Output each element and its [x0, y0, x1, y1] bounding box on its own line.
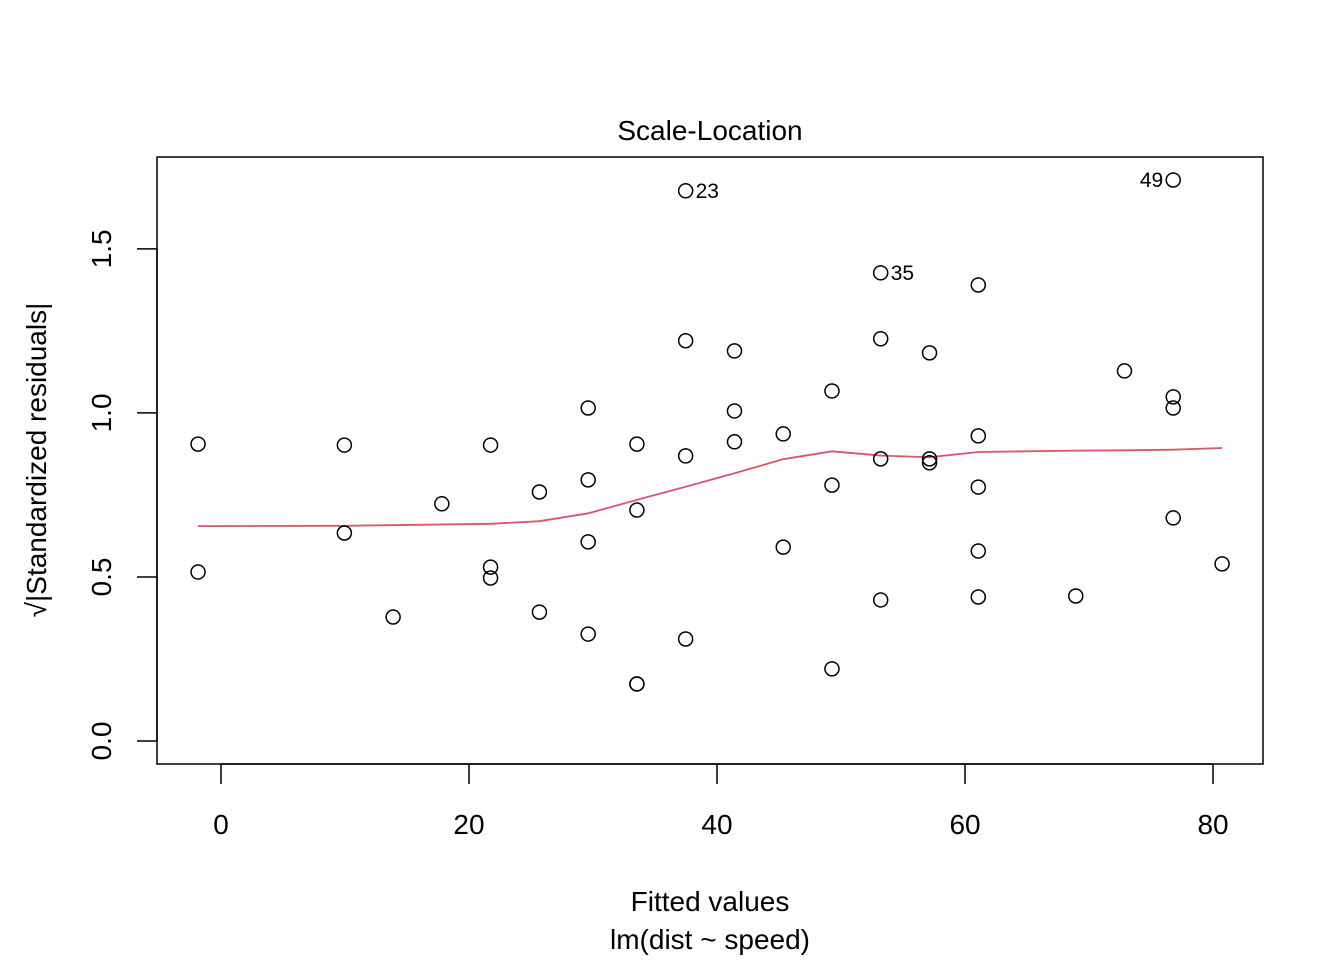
point-label: 35	[891, 262, 914, 285]
y-tick-label: 1.0	[86, 393, 117, 432]
data-point	[726, 343, 743, 359]
chart-title: Scale-Location	[617, 115, 802, 146]
data-point	[921, 451, 938, 467]
data-point	[434, 496, 450, 512]
x-axis: 0 20 40 60 80	[213, 763, 1229, 840]
data-point	[482, 570, 499, 586]
x-axis-label: Fitted values	[631, 886, 790, 917]
x-tick-label: 20	[453, 809, 484, 840]
data-point	[970, 428, 987, 444]
data-point	[921, 455, 938, 471]
points-group: 23 35 49	[190, 169, 1230, 692]
y-axis-label: √|Standardized residuals|	[21, 303, 52, 618]
data-point	[872, 451, 889, 467]
data-point	[970, 589, 987, 605]
data-point	[824, 477, 840, 493]
data-point	[775, 426, 791, 442]
x-tick-label: 0	[213, 809, 229, 840]
x-axis-subtitle: lm(dist ~ speed)	[610, 924, 810, 955]
data-point	[726, 403, 743, 419]
data-point	[629, 502, 645, 518]
data-point	[921, 345, 938, 361]
x-tick-label: 80	[1197, 809, 1228, 840]
data-point	[580, 534, 596, 550]
data-point	[1068, 588, 1084, 604]
data-point	[1116, 363, 1133, 379]
data-point	[580, 400, 596, 416]
data-point	[629, 436, 645, 452]
plot-frame	[156, 156, 1264, 765]
point-label: 49	[1140, 169, 1163, 192]
smooth-line-group	[198, 447, 1223, 528]
data-point	[677, 183, 694, 199]
data-point	[629, 676, 645, 692]
data-point	[1165, 389, 1181, 405]
data-point	[1214, 556, 1230, 572]
y-axis: 0.0 0.5 1.0 1.5	[86, 229, 158, 761]
data-point	[580, 472, 596, 488]
data-point	[775, 539, 791, 555]
data-point	[872, 265, 889, 281]
data-point	[824, 661, 840, 677]
data-point	[872, 331, 889, 347]
data-point	[1165, 172, 1181, 188]
data-point	[531, 484, 548, 500]
point-label: 23	[696, 180, 719, 203]
data-point	[824, 383, 840, 399]
data-point	[872, 592, 889, 608]
data-point	[336, 437, 353, 453]
data-point	[726, 434, 743, 450]
data-point	[190, 564, 206, 580]
data-point	[970, 277, 987, 293]
data-point	[580, 626, 596, 642]
x-tick-label: 60	[949, 809, 980, 840]
x-tick-label: 40	[701, 809, 732, 840]
smooth-line	[198, 447, 1223, 528]
data-point	[531, 604, 548, 620]
data-point	[970, 479, 987, 495]
y-tick-label: 0.5	[86, 558, 117, 597]
data-point	[482, 437, 499, 453]
data-point	[1165, 510, 1181, 526]
data-point	[677, 332, 694, 349]
y-tick-label: 0.0	[86, 722, 117, 761]
data-point	[336, 525, 353, 541]
data-point	[677, 448, 694, 464]
data-point	[385, 609, 401, 625]
data-point	[190, 436, 206, 452]
y-tick-label: 1.5	[86, 229, 117, 268]
data-point	[1165, 400, 1181, 416]
data-point	[677, 631, 694, 647]
data-point	[970, 543, 987, 559]
data-point	[482, 559, 499, 575]
